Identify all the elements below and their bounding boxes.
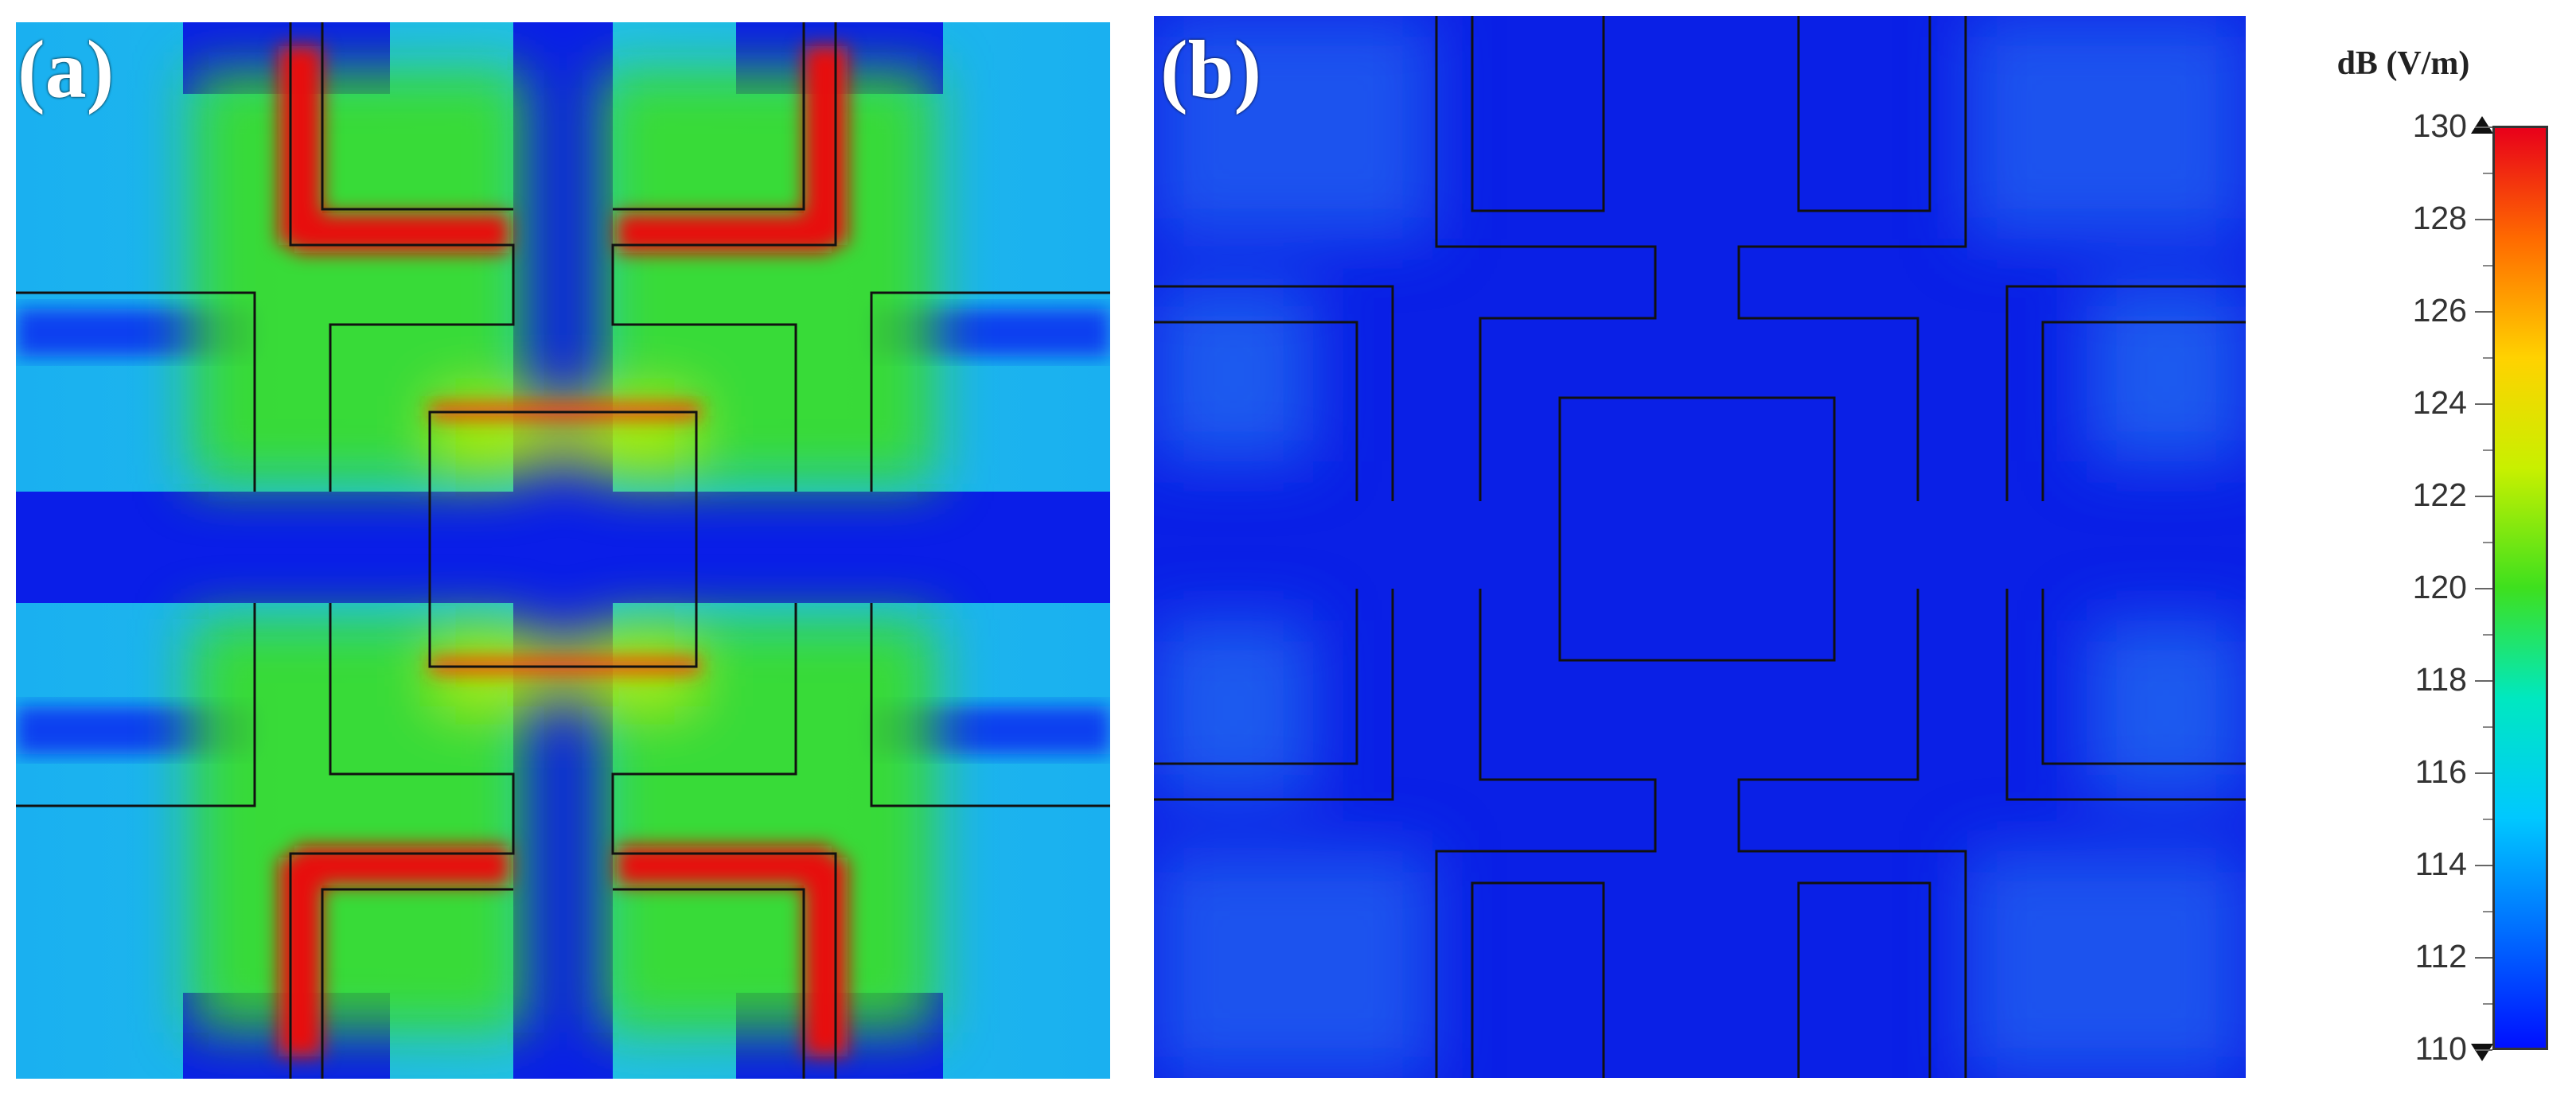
minor-tick-mark [2483, 173, 2492, 174]
minor-tick-mark [2483, 634, 2492, 636]
tick-mark [2475, 403, 2492, 405]
panel-b-label: (b) [1160, 24, 1262, 115]
tick-label: 118 [2414, 661, 2467, 698]
metal-pattern-outline [1154, 16, 2246, 1078]
tick-mark [2475, 219, 2492, 220]
tick-label: 124 [2412, 384, 2467, 421]
minor-tick-mark [2483, 726, 2492, 728]
tick-label: 112 [2414, 938, 2467, 974]
panel-a-svg [16, 22, 1110, 1079]
tick-label: 110 [2414, 1030, 2467, 1067]
tick-mark [2475, 126, 2492, 128]
panel-a-label: (a) [18, 24, 115, 115]
panel-b-field-map [1154, 16, 2246, 1078]
tick-label: 120 [2412, 569, 2467, 605]
colorbar-gradient [2492, 126, 2548, 1050]
tick-mark [2475, 957, 2492, 959]
panel-a-field-map [16, 22, 1110, 1079]
minor-tick-mark [2483, 357, 2492, 359]
minor-tick-mark [2483, 542, 2492, 543]
tick-mark [2475, 1049, 2492, 1051]
tick-label: 130 [2412, 107, 2467, 144]
edge-glow [1154, 16, 2246, 1078]
minor-tick-mark [2483, 449, 2492, 451]
metal-pattern-outline [16, 22, 1110, 1079]
tick-label: 128 [2412, 200, 2467, 236]
arrow-down-icon [2471, 1044, 2493, 1061]
colorbar: dB (V/m) 130 128 126 124 122 120 118 116… [2308, 32, 2576, 1082]
tick-label: 116 [2414, 753, 2467, 790]
minor-tick-mark [2483, 911, 2492, 912]
panel-b-svg [1154, 16, 2246, 1078]
tick-mark [2475, 496, 2492, 497]
tick-mark [2475, 588, 2492, 589]
tick-label: 126 [2412, 292, 2467, 329]
minor-tick-mark [2483, 819, 2492, 820]
colorbar-title: dB (V/m) [2336, 45, 2470, 82]
tick-mark [2475, 865, 2492, 866]
tick-mark [2475, 772, 2492, 774]
minor-tick-mark [2483, 265, 2492, 266]
tick-mark [2475, 680, 2492, 682]
minor-tick-mark [2483, 1003, 2492, 1005]
tick-mark [2475, 311, 2492, 313]
tick-label: 114 [2414, 846, 2467, 882]
tick-label: 122 [2412, 477, 2467, 513]
arrow-up-icon [2471, 116, 2493, 134]
